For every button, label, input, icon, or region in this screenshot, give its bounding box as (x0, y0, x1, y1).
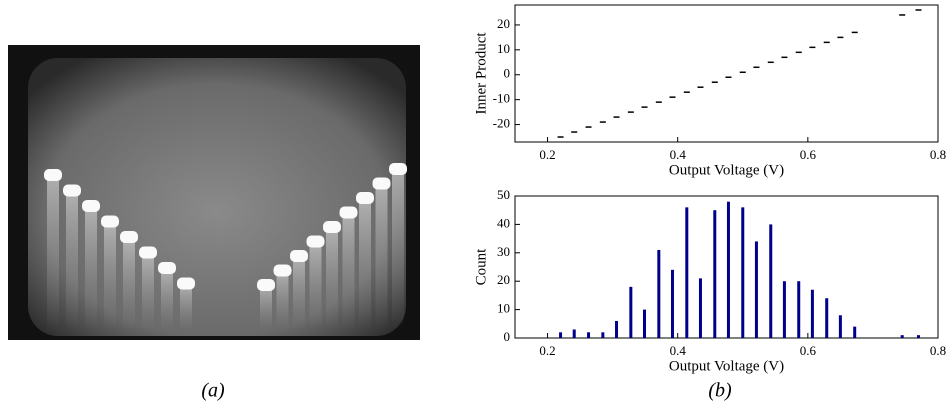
trace-spot (177, 277, 195, 290)
x-tick-label: 0.2 (539, 343, 555, 358)
trace-spot (101, 215, 119, 228)
trace-drip (293, 256, 305, 330)
axes-frame (514, 4, 939, 143)
bar (741, 207, 745, 338)
bar (726, 201, 730, 338)
trace-spot (339, 206, 358, 219)
trace-spot (158, 262, 176, 274)
bar (587, 332, 591, 338)
trace-spot (389, 163, 407, 175)
bar (670, 269, 674, 338)
trace-drip (85, 206, 97, 330)
y-axis-label: Count (473, 248, 489, 286)
y-tick-label: -10 (493, 91, 510, 106)
y-tick-label: 30 (497, 244, 510, 259)
bar (572, 329, 576, 338)
x-tick-label: 0.6 (800, 343, 817, 358)
trace-spot (120, 231, 138, 243)
y-tick-label: 50 (497, 187, 510, 202)
trace-spot (139, 246, 157, 259)
trace-drip (359, 198, 371, 330)
bar (713, 210, 717, 338)
trace-drip (142, 252, 154, 330)
bar (754, 241, 758, 338)
x-axis-label: Output Voltage (V) (669, 358, 784, 374)
trace-drip (375, 183, 388, 330)
bar (797, 281, 801, 338)
trace-spot (356, 192, 374, 204)
bar (900, 335, 904, 338)
trace-spot (306, 235, 325, 248)
bar (769, 224, 773, 338)
x-tick-label: 0.6 (800, 147, 817, 162)
x-tick-label: 0.4 (670, 343, 687, 358)
trace-drip (161, 268, 173, 330)
x-tick-label: 0.2 (539, 147, 555, 162)
y-axis-label: Inner Product (473, 32, 489, 115)
bar (559, 332, 563, 338)
x-tick-label: 0.8 (930, 147, 946, 162)
bar (601, 332, 605, 338)
bar (657, 249, 661, 338)
trace-spot (44, 169, 62, 181)
trace-spot (257, 279, 275, 291)
y-tick-label: 40 (497, 215, 510, 230)
trace-spot (63, 184, 81, 197)
y-tick-label: 0 (504, 66, 511, 81)
axes-frame (514, 195, 939, 339)
bar (838, 315, 842, 338)
trace-spot (82, 200, 100, 212)
bar (643, 309, 647, 338)
trace-drip (276, 270, 289, 330)
bar (782, 281, 786, 338)
y-tick-label: 0 (504, 329, 511, 344)
trace-spot (372, 177, 391, 190)
x-tick-label: 0.4 (670, 147, 687, 162)
trace-drip (392, 169, 404, 330)
trace-spot (290, 250, 308, 262)
bar (615, 320, 619, 338)
bar (916, 335, 920, 338)
bar (825, 298, 829, 338)
y-tick-label: -20 (493, 116, 510, 131)
trace-drip (123, 237, 135, 330)
trace-drip (326, 227, 338, 330)
trace-drip (342, 212, 355, 330)
bar (810, 289, 814, 338)
trace-drip (180, 283, 192, 330)
caption: (b) (708, 380, 732, 402)
y-tick-label: 20 (497, 16, 510, 31)
trace-drip (260, 285, 272, 330)
bar (853, 326, 857, 338)
trace-spot (273, 264, 292, 277)
y-tick-label: 10 (497, 41, 510, 56)
trace-drip (309, 241, 322, 330)
trace-drip (104, 221, 116, 330)
x-axis-label: Output Voltage (V) (669, 162, 784, 178)
x-tick-label: 0.8 (930, 343, 946, 358)
trace-drip (66, 190, 78, 330)
caption: (a) (201, 380, 225, 402)
bar (629, 286, 633, 338)
photo (8, 45, 420, 340)
y-tick-label: 20 (497, 272, 510, 287)
bar (685, 207, 689, 338)
bar (698, 278, 702, 338)
trace-spot (323, 221, 341, 233)
y-tick-label: 10 (497, 301, 510, 316)
trace-drip (47, 175, 59, 330)
